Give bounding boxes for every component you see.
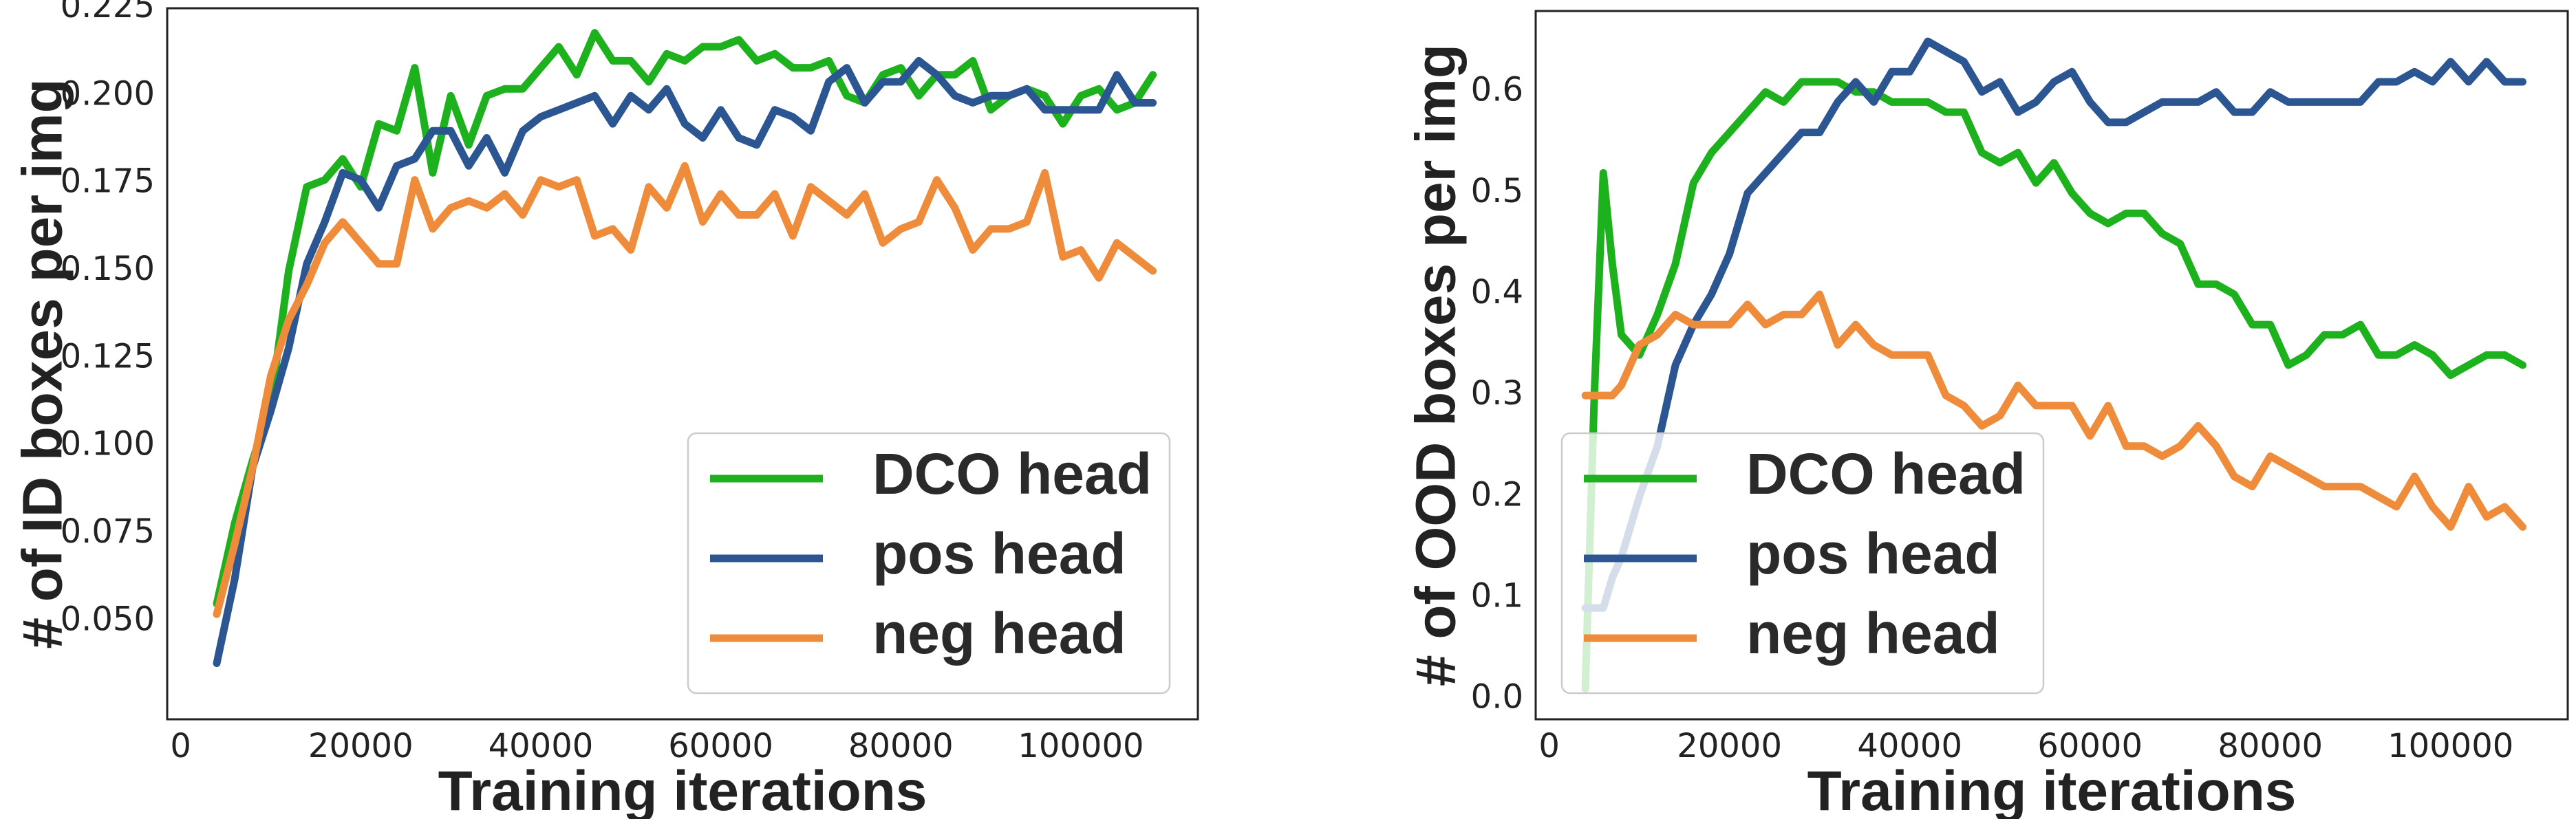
series-line-neg-head [1581,290,2526,531]
plot-frame [166,7,1199,721]
legend-label-dco-head: DCO head [1746,441,2026,506]
y-tick-label: 0.6 [1471,71,1523,109]
legend-label-pos-head: pos head [1746,521,2000,586]
series-line-pos-head [213,56,1157,667]
x-tick-label: 80000 [848,727,954,765]
x-tick-label: 60000 [668,727,773,765]
y-axis-label: # of OOD boxes per img [1405,44,1468,686]
legend-label-neg-head: neg head [1746,601,2000,666]
y-tick-label: 0.050 [61,600,155,638]
x-tick-label: 100000 [2387,727,2513,765]
legend: DCO head pos head neg head [687,432,1171,695]
legend-box [687,432,1171,695]
x-tick-label: 40000 [489,727,594,765]
y-tick-label: 0.1 [1471,576,1523,615]
legend-label-dco-head: DCO head [872,441,1152,506]
x-tick-label: 60000 [2037,727,2143,765]
x-tick-label: 40000 [1857,727,1962,765]
series-line-neg-head [213,162,1157,618]
series-group [1581,37,2526,693]
x-tick-label: 80000 [2218,727,2323,765]
x-axis-label: Training iterations [1807,760,2297,819]
y-tick-label: 0.075 [61,512,155,551]
x-tick-label: 0 [1538,727,1560,765]
y-tick-label: 0.200 [61,74,155,113]
y-tick-label: 0.175 [61,162,155,201]
y-tick-label: 0.125 [61,337,155,375]
y-tick-label: 0.2 [1471,475,1523,514]
x-tick-label: 20000 [308,727,414,765]
x-tick-label: 0 [170,727,191,765]
ood-boxes-chart: 0 20000 40000 60000 80000 100000 0.0 0.1 0.2 0.3 0… [1405,10,2569,819]
legend-label-neg-head: neg head [872,601,1126,666]
x-axis-label: Training iterations [438,760,927,819]
legend-box [1560,432,2045,695]
x-tick-label: 20000 [1677,727,1782,765]
y-axis-label: # of ID boxes per img [12,78,74,648]
series-line-pos-head [1581,37,2526,612]
id-boxes-chart: 0 20000 40000 60000 80000 100000 0.050 0.075 0.1… [12,0,1199,819]
y-tick-label: 0.150 [61,250,155,288]
series-line-dco-head [213,29,1157,608]
y-tick-label: 0.5 [1471,172,1523,210]
y-tick-label: 0.0 [1471,678,1523,717]
series-line-dco-head [1581,78,2526,693]
legend-label-pos-head: pos head [872,521,1126,586]
y-tick-label: 0.3 [1471,374,1523,413]
legend: DCO head pos head neg head [1560,432,2045,695]
y-tick-label: 0.4 [1471,273,1523,312]
y-tick-label: 0.225 [61,0,155,25]
plot-frame [1534,10,2569,721]
y-tick-label: 0.100 [61,425,155,463]
x-tick-label: 100000 [1018,727,1144,765]
series-group [213,29,1157,667]
